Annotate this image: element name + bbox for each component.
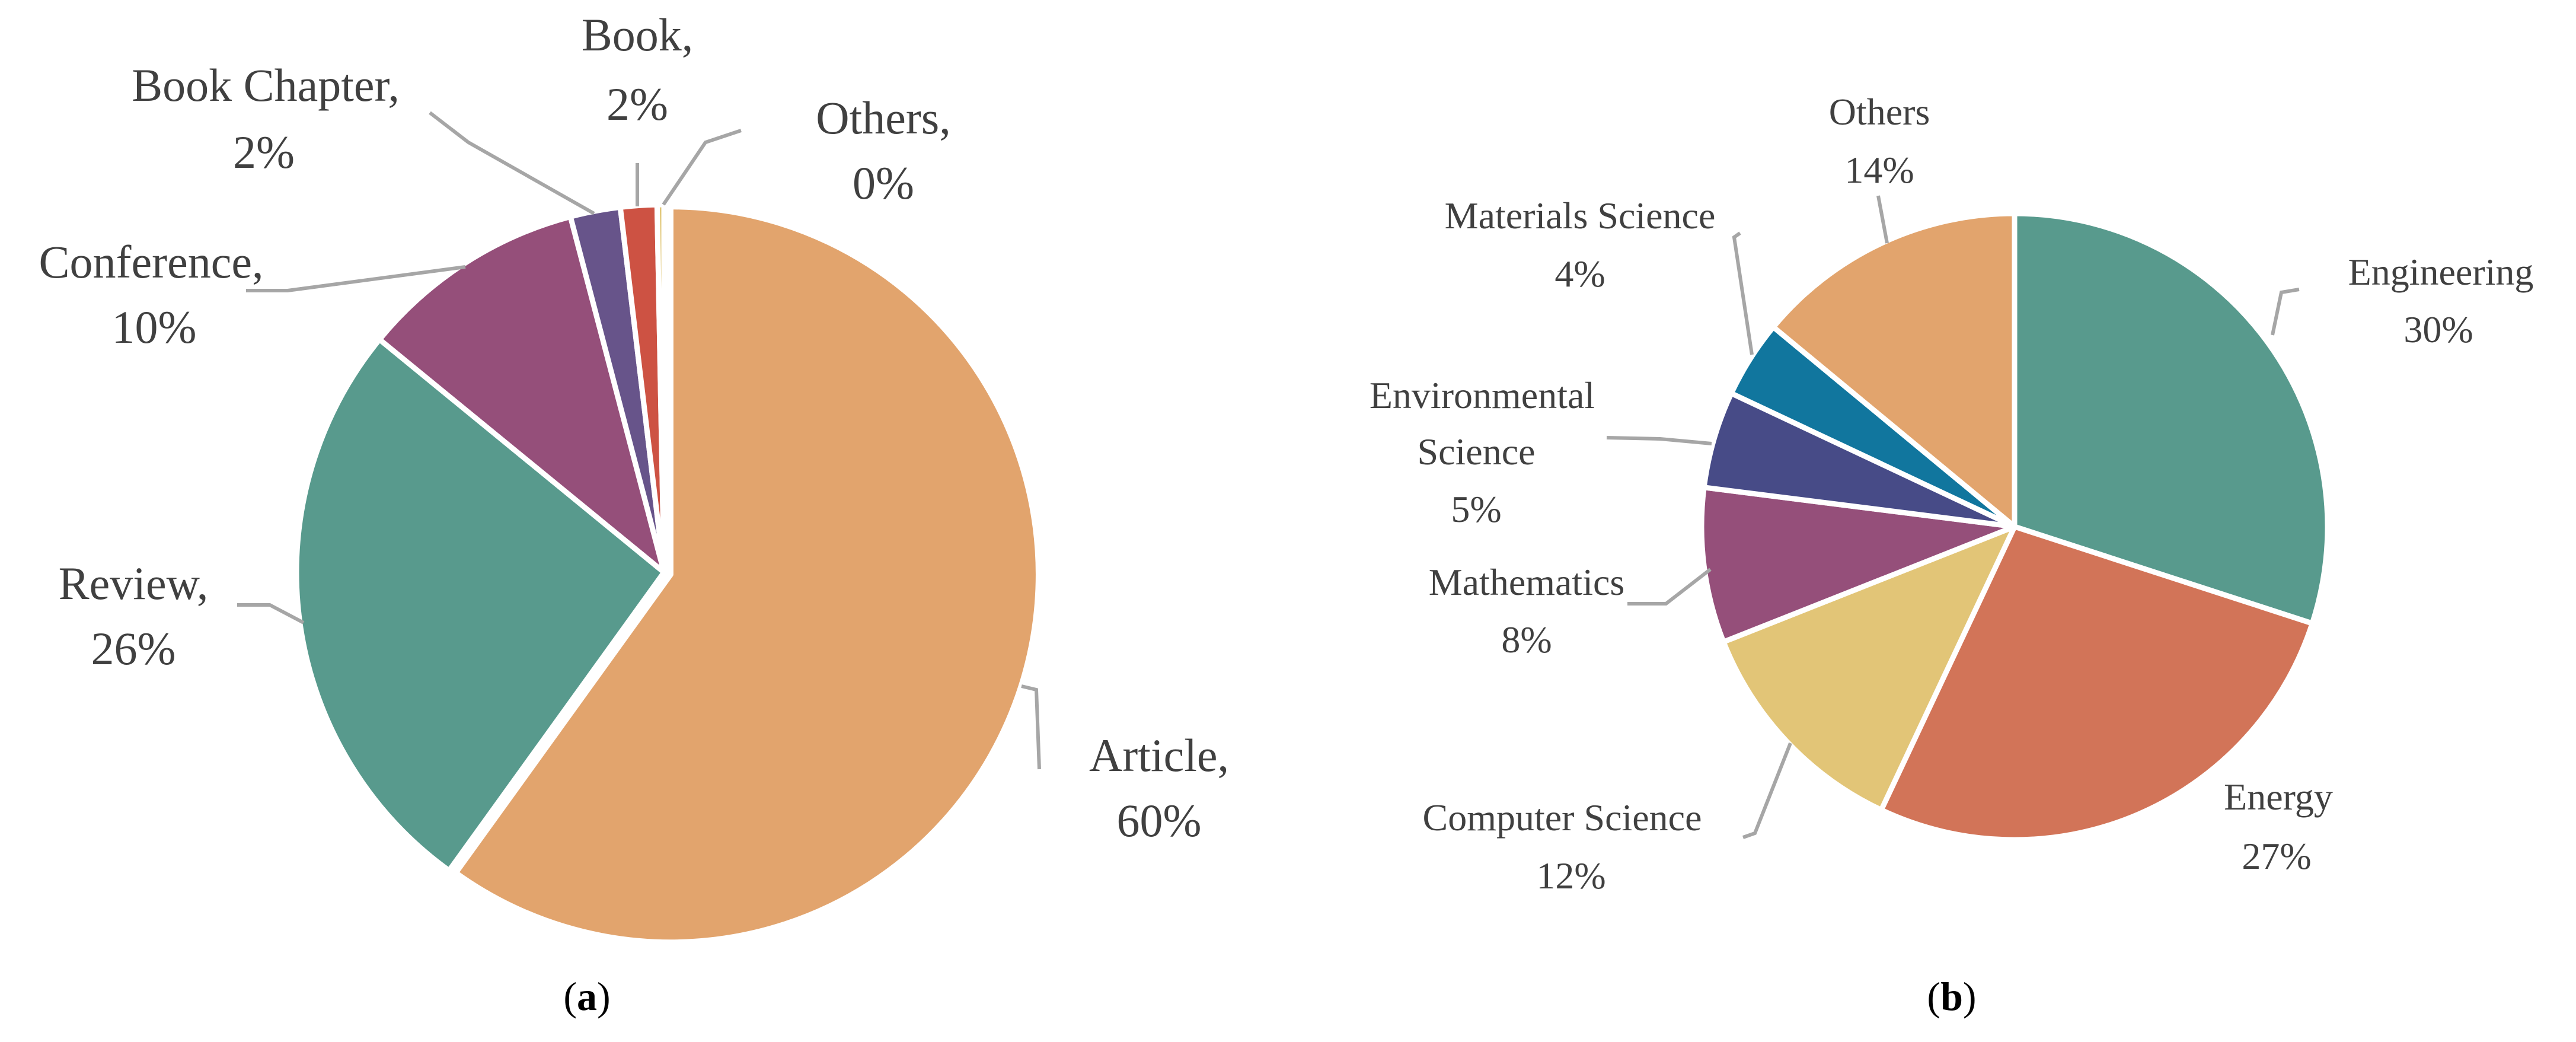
- label-environmental-science-percent: 5%: [1451, 488, 1501, 530]
- leader-materials-science: [1734, 233, 1752, 355]
- label-energy-name: Energy: [2224, 776, 2333, 818]
- label-environmental-science-line1: Environmental: [1370, 374, 1595, 416]
- label-book-chapter-percent: 2%: [233, 126, 295, 178]
- leader-computer-science: [1743, 743, 1790, 837]
- leader-mathematics: [1627, 569, 1710, 604]
- label-article-percent: 60%: [1117, 795, 1202, 846]
- label-book-chapter-name: Book Chapter,: [132, 59, 400, 111]
- label-engineering-name: Engineering: [2348, 251, 2534, 293]
- leader-environmental-science: [1607, 438, 1712, 444]
- label-engineering-percent: 30%: [2403, 308, 2473, 350]
- label-others-b-percent: 14%: [1844, 149, 1914, 191]
- leader-book-chapter: [430, 113, 594, 214]
- label-mathematics-name: Mathematics: [1429, 561, 1625, 603]
- label-computer-science-percent: 12%: [1536, 855, 1605, 897]
- leader-others-b: [1878, 196, 1887, 243]
- leader-article: [1022, 686, 1039, 769]
- label-others-a-name: Others,: [816, 92, 950, 144]
- label-article-name: Article,: [1089, 729, 1229, 781]
- label-conference-name: Conference,: [39, 236, 264, 288]
- pie-chart-publication-types: [296, 205, 1038, 942]
- label-review-name: Review,: [59, 557, 209, 609]
- panel-label-b: (b): [1927, 974, 1976, 1019]
- leader-others-a: [663, 130, 741, 205]
- label-book-percent: 2%: [607, 78, 668, 130]
- label-materials-science-name: Materials Science: [1445, 195, 1716, 237]
- leader-engineering: [2272, 289, 2299, 335]
- label-materials-science-percent: 4%: [1554, 253, 1605, 295]
- leader-review: [237, 605, 304, 623]
- label-mathematics-percent: 8%: [1501, 619, 1552, 661]
- label-conference-percent: 10%: [112, 301, 197, 353]
- label-review-percent: 26%: [91, 623, 176, 674]
- label-others-b-name: Others: [1829, 91, 1930, 133]
- panel-label-a: (a): [563, 974, 610, 1019]
- label-others-a-percent: 0%: [853, 157, 914, 209]
- pie-chart-subject-areas: [1702, 214, 2328, 840]
- label-computer-science-name: Computer Science: [1423, 796, 1702, 839]
- label-energy-percent: 27%: [2242, 835, 2311, 877]
- label-book-name: Book,: [582, 9, 694, 60]
- label-environmental-science-line2: Science: [1418, 431, 1536, 473]
